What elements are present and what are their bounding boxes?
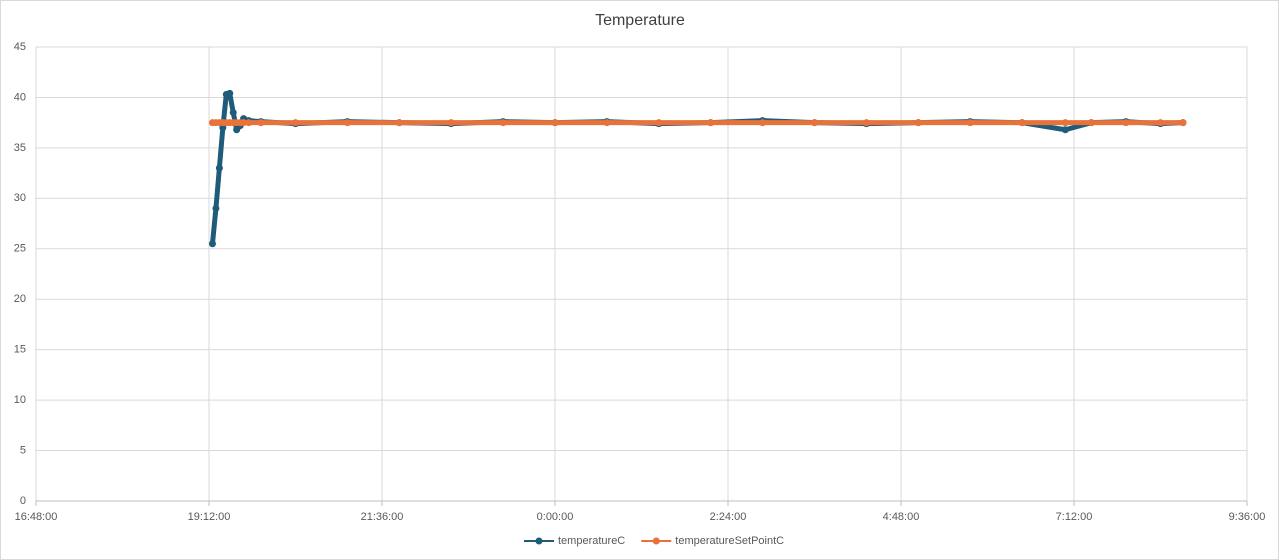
x-tick-label: 16:48:00 [15,511,58,523]
y-tick-label: 0 [20,495,26,507]
data-point [1087,119,1095,127]
y-tick-label: 45 [14,41,26,53]
data-point [229,109,237,117]
data-point [655,119,663,127]
x-tick-label: 0:00:00 [537,511,574,523]
x-tick-label: 21:36:00 [361,511,404,523]
chart-title: Temperature [595,12,685,29]
data-point [208,240,216,248]
y-tick-label: 25 [14,243,26,255]
data-point [219,124,227,132]
data-point [603,119,611,127]
data-point [240,119,248,127]
legend-label: temperatureC [558,535,625,547]
legend-label: temperatureSetPointC [675,535,784,547]
data-point [395,119,403,127]
data-point [551,119,559,127]
y-tick-label: 20 [14,293,26,305]
data-point [292,119,299,127]
data-point [212,204,220,212]
data-point [1061,119,1069,127]
x-tick-label: 4:48:00 [883,511,920,523]
legend-marker [652,537,660,545]
data-point [499,119,507,127]
data-point [1122,119,1130,127]
data-point [245,119,253,127]
data-point [966,119,974,127]
y-tick-label: 35 [14,142,26,154]
x-tick-label: 19:12:00 [188,511,231,523]
y-tick-label: 40 [14,91,26,103]
data-point [447,119,455,127]
data-point [215,164,223,172]
y-tick-label: 10 [14,394,26,406]
data-point [862,119,870,127]
data-point [1179,119,1187,127]
data-point [257,119,265,127]
y-tick-label: 15 [14,344,26,356]
legend-marker [535,537,543,545]
data-point [226,89,234,97]
x-tick-label: 9:36:00 [1229,511,1266,523]
data-point [759,119,767,127]
x-tick-label: 7:12:00 [1056,511,1093,523]
data-point [1061,126,1069,134]
y-tick-label: 5 [20,444,26,456]
data-point [811,119,818,127]
data-point [707,119,715,127]
y-tick-label: 30 [14,192,26,204]
data-point [914,119,922,127]
data-point [1018,119,1026,127]
data-point [343,119,351,127]
x-tick-label: 2:24:00 [710,511,747,523]
data-point [1157,119,1164,127]
